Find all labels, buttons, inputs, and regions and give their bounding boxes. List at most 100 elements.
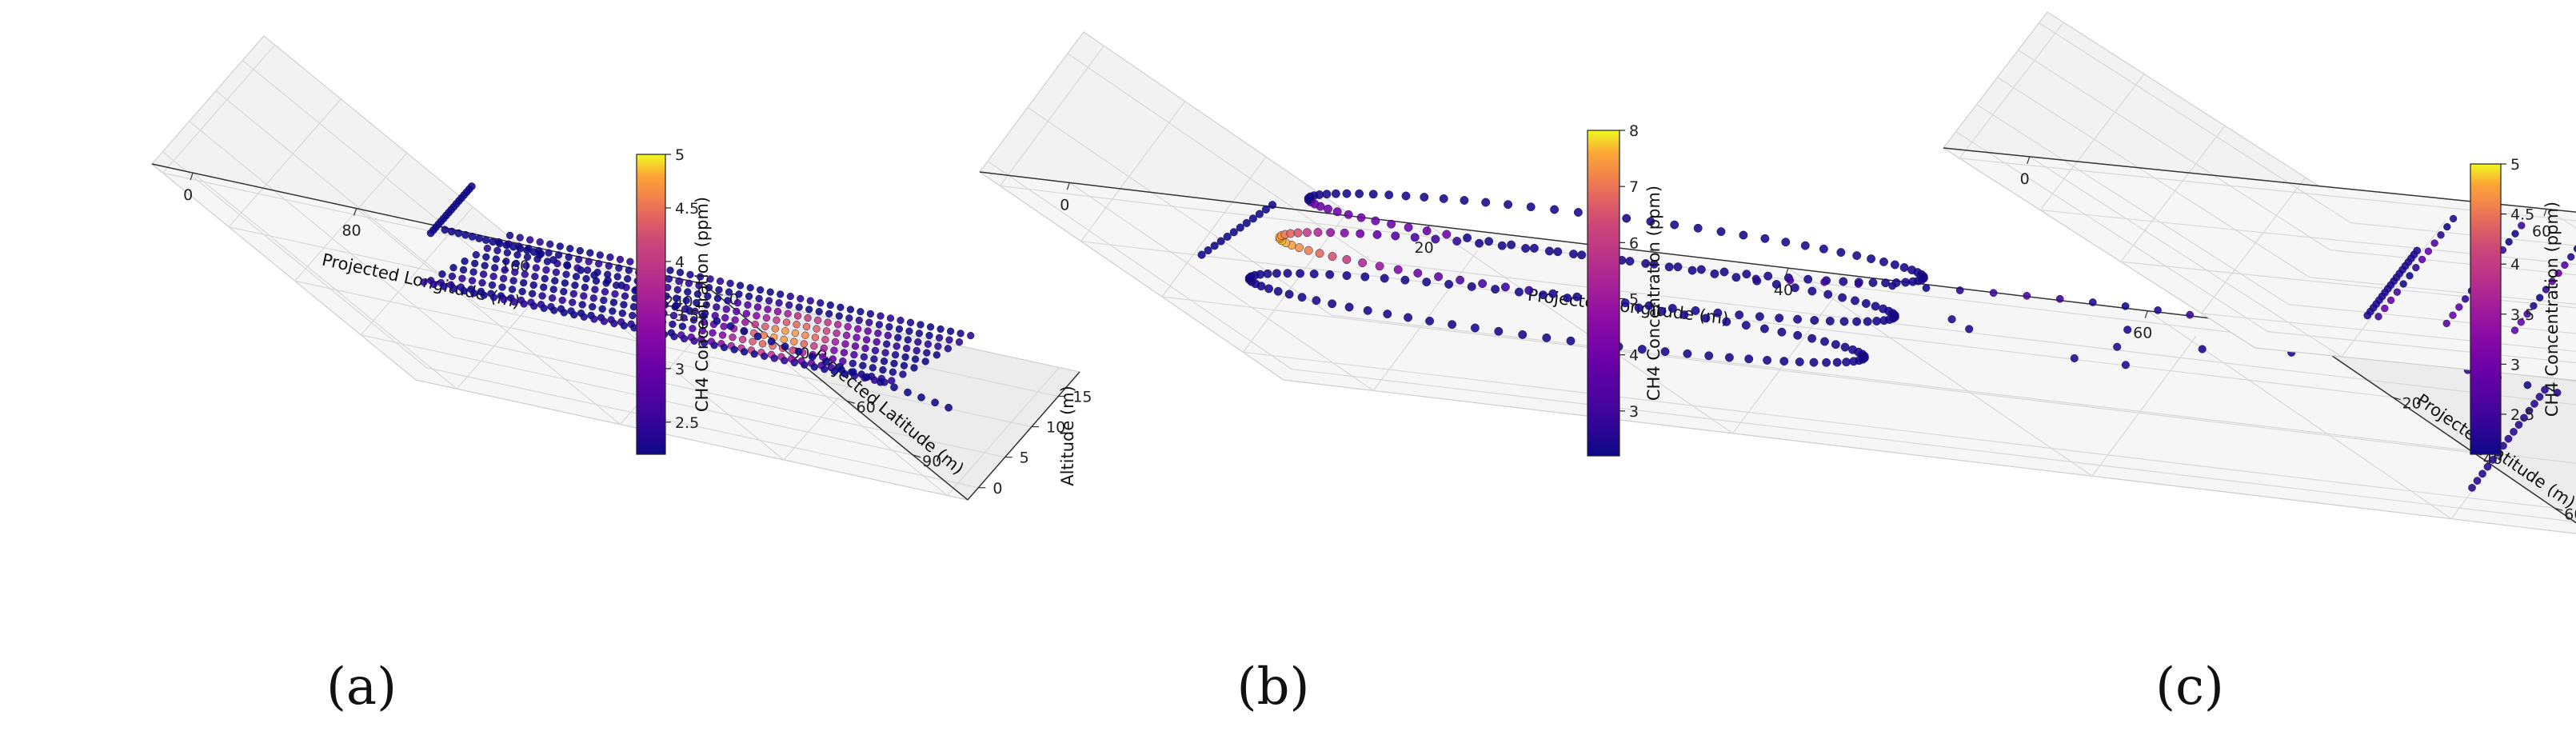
z-gridline [1976,104,2289,306]
data-point [894,334,902,342]
data-point [2399,280,2407,288]
data-point [1852,317,1862,326]
x-tick-label: 0 [1060,196,1069,214]
data-point [2536,294,2544,302]
data-point [429,280,438,289]
data-point [1854,280,1863,288]
data-point [1683,349,1692,358]
data-point [2088,298,2097,306]
data-point [1667,303,1677,313]
data-point [1284,290,1294,299]
data-point [720,322,728,330]
x-gridline [1068,182,1374,391]
data-point [1786,276,1795,285]
data-point [731,316,739,324]
data-point [686,270,694,279]
data-point [585,258,593,266]
data-point [685,279,693,287]
data-point [1793,330,1803,340]
y-gridline [2120,125,2226,262]
data-point [861,344,869,353]
data-point [483,244,492,253]
data-point [874,330,882,338]
data-point [765,297,773,305]
data-point [811,334,820,342]
data-point [492,255,500,263]
data-point [1852,251,1862,261]
data-point [761,322,769,330]
data-point [673,294,681,302]
data-point [785,301,793,310]
data-point [2070,354,2079,363]
data-point [577,266,585,274]
data-point [1693,223,1703,233]
data-point [530,302,538,310]
data-point [508,286,517,294]
y-gridline [999,45,1104,186]
data-point [786,292,794,301]
data-point [841,370,849,377]
data-point [581,283,589,291]
data-point [741,348,749,356]
data-point [1342,189,1352,198]
data-point [595,260,603,268]
data-point [1494,326,1504,336]
data-point [1803,274,1813,284]
data-point [489,294,498,302]
data-point [458,274,466,282]
data-point [735,290,743,298]
data-point [831,338,840,346]
data-point [815,307,823,316]
data-point [813,325,821,333]
data-point [582,274,590,283]
data-point [1751,274,1760,283]
data-point [2573,245,2576,253]
data-point [1965,325,1974,334]
data-point [1434,272,1444,282]
data-point [1393,265,1403,274]
data-point [600,296,608,305]
data-point [1387,219,1396,229]
data-point [669,320,677,329]
data-point [757,286,765,294]
z-gridline [987,161,1292,370]
data-point [511,268,519,276]
data-point [771,325,779,333]
x-gridline [356,208,621,425]
x-tick-label: 60 [2532,222,2551,240]
data-point [1356,213,1366,222]
data-point [461,230,469,239]
data-point [905,327,913,335]
colorbar-tick-label: 6 [1629,234,1639,252]
data-point [2386,296,2395,305]
data-point [2530,302,2538,310]
data-point [917,393,925,401]
data-point [1763,355,1772,365]
data-point [849,368,857,376]
data-point [1216,237,1225,246]
data-point [2023,291,2031,300]
data-point [1820,278,1828,286]
data-point [726,279,734,287]
data-point [1775,314,1784,323]
data-point [589,294,597,302]
data-point [552,268,561,277]
data-point [802,322,811,331]
data-point [460,286,468,295]
data-point [1286,229,1296,238]
y-gridline [1959,22,2064,159]
data-point [669,311,678,320]
data-point [720,343,729,352]
data-point [764,306,772,314]
data-point [917,321,925,329]
data-point [1573,208,1583,217]
y-gridline [1080,241,2393,398]
data-point [1879,257,1888,266]
data-point [1340,228,1349,238]
data-point [1422,278,1432,287]
data-point [1448,320,1457,330]
data-point [1620,298,1630,308]
y-gridline [2201,177,2306,314]
data-point [548,294,557,302]
data-point [702,301,710,309]
